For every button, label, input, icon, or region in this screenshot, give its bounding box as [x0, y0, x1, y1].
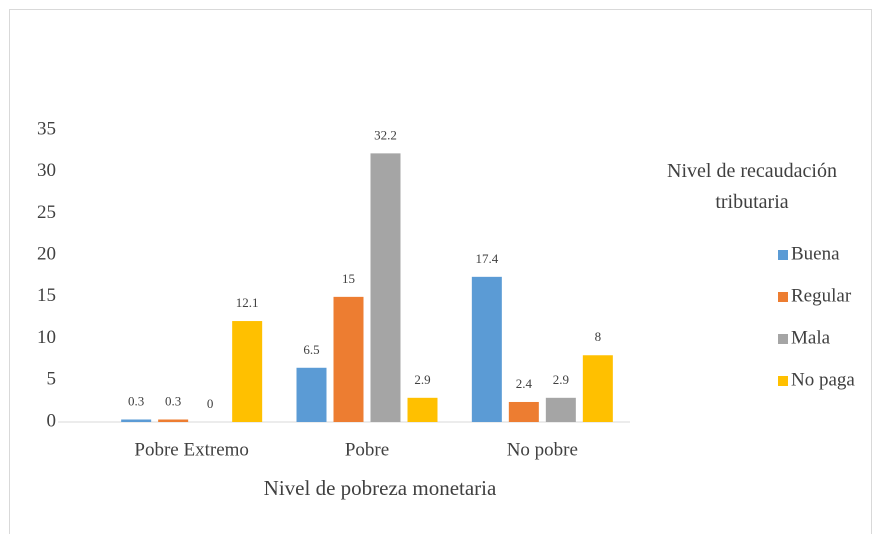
bar — [296, 367, 327, 422]
chart-frame — [9, 9, 872, 534]
legend-title: Nivel de recaudación tributaria — [667, 160, 837, 213]
data-label: 32.2 — [374, 127, 397, 142]
bar — [121, 419, 152, 422]
bar — [333, 296, 364, 422]
legend-label: Buena — [791, 243, 840, 264]
bar — [508, 401, 539, 422]
data-label: 2.9 — [414, 372, 430, 387]
bar — [582, 355, 613, 422]
data-label: 0.3 — [128, 393, 144, 408]
y-tick-label: 0 — [47, 410, 57, 431]
legend-swatch — [778, 292, 788, 302]
legend-swatch — [778, 376, 788, 386]
data-label: 12.1 — [236, 295, 259, 310]
x-tick-label: No pobre — [507, 439, 578, 460]
legend-label: Mala — [791, 327, 831, 348]
legend-swatch — [778, 334, 788, 344]
bar — [407, 397, 438, 422]
bar — [370, 153, 401, 423]
data-label: 15 — [342, 271, 355, 286]
y-tick-label: 25 — [37, 202, 56, 223]
x-tick-label: Pobre Extremo — [134, 439, 249, 460]
legend-label: No paga — [791, 369, 855, 390]
data-label: 2.4 — [516, 376, 533, 391]
y-tick-label: 10 — [37, 327, 56, 348]
legend-swatch — [778, 250, 788, 260]
data-label: 0 — [207, 396, 214, 411]
bar — [471, 276, 502, 422]
y-tick-label: 5 — [47, 369, 57, 390]
data-label: 6.5 — [303, 342, 319, 357]
data-label: 8 — [595, 329, 602, 344]
y-tick-label: 30 — [37, 160, 56, 181]
bar — [158, 419, 189, 422]
x-tick-label: Pobre — [345, 439, 389, 460]
bar — [232, 321, 263, 422]
x-axis-title: Nivel de pobreza monetaria — [264, 476, 497, 500]
bar — [545, 397, 576, 422]
y-tick-label: 20 — [37, 244, 56, 265]
data-label: 17.4 — [475, 251, 498, 266]
y-tick-label: 35 — [37, 118, 56, 139]
legend-label: Regular — [791, 285, 852, 306]
data-label: 2.9 — [553, 372, 569, 387]
data-label: 0.3 — [165, 393, 181, 408]
y-tick-label: 15 — [37, 285, 56, 306]
